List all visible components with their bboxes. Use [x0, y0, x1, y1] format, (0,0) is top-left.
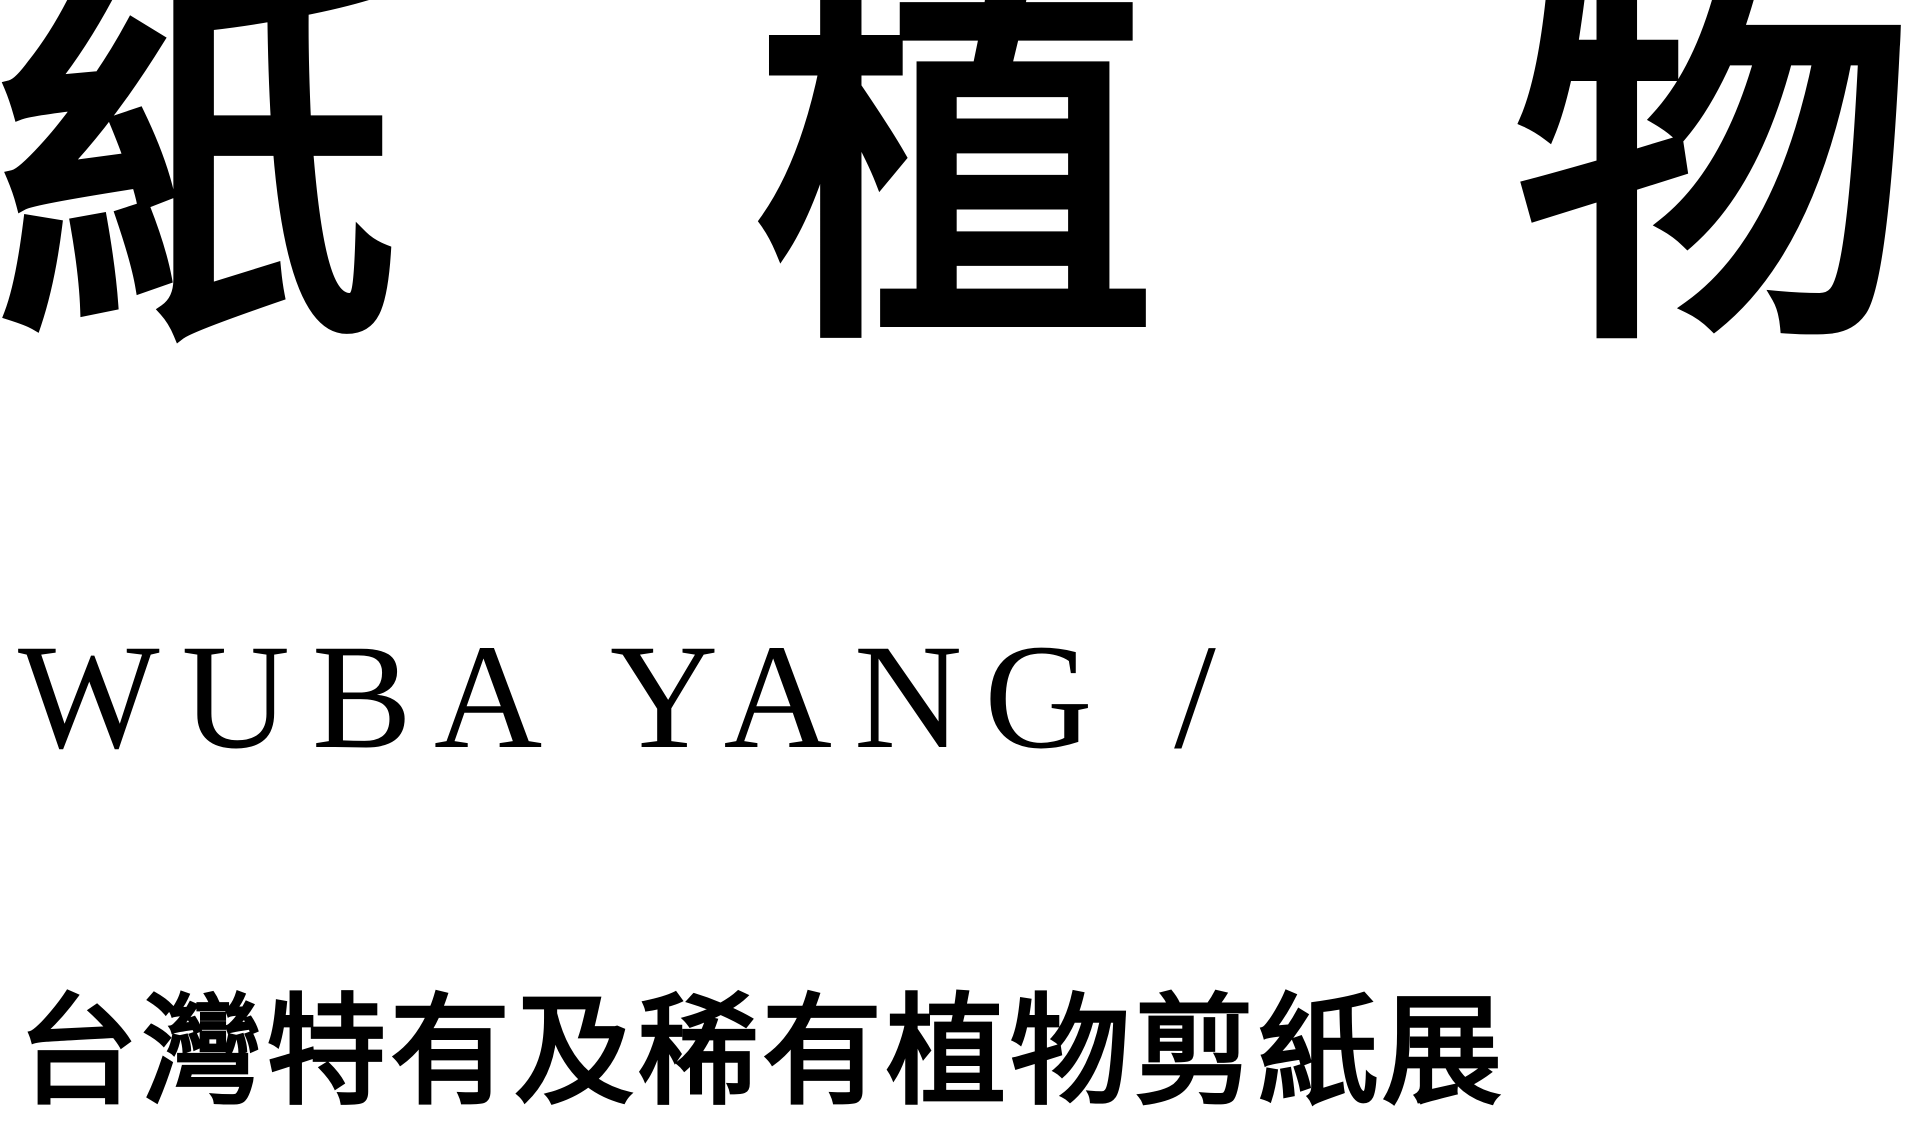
title-char-plant: 植	[756, 0, 1156, 395]
exhibition-caption: 台灣特有及稀有植物剪紙展	[18, 981, 1506, 1122]
poster-title: 紙 植 物	[0, 0, 1908, 380]
artist-name: WUBA YANG /	[18, 614, 1238, 780]
title-char-thing: 物	[1514, 0, 1908, 395]
title-char-paper: 紙	[0, 0, 396, 395]
